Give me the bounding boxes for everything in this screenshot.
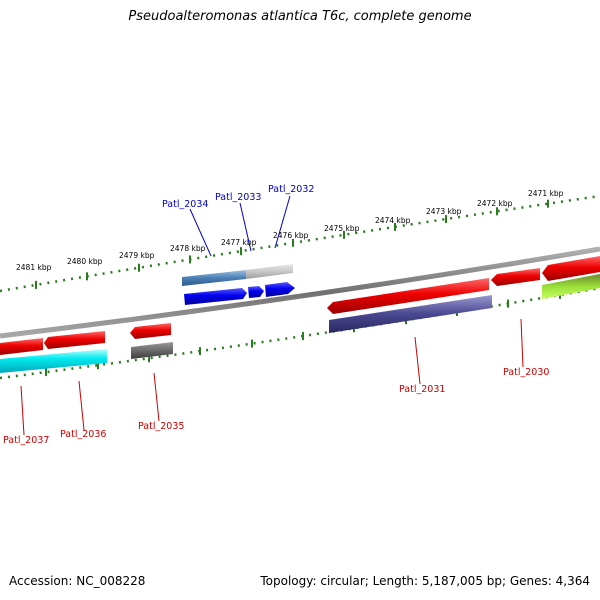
kbp-label: 2473 kbp [426,207,462,216]
kbp-label: 2478 kbp [170,244,206,253]
gene-label-patl-2033[interactable]: Patl_2033 [215,192,261,203]
gene-patl-2030-feature[interactable] [491,268,540,286]
gene-label-patl-2037[interactable]: Patl_2037 [3,435,49,446]
kbp-label: 2479 kbp [119,251,155,260]
kbp-label: 2481 kbp [16,263,52,272]
gene-patl-2032-cds[interactable] [265,282,295,297]
lower-tick-ruler [0,286,600,380]
genome-backbone [0,246,600,339]
reverse-strand-genes [0,256,600,373]
kbp-label: 2471 kbp [528,189,564,198]
gene-patl-2036-cds[interactable] [0,349,107,373]
gene-label-patl-2030[interactable]: Patl_2030 [503,367,549,378]
accession-text: Accession: NC_008228 [9,574,146,588]
gene-label-leaders [20,195,524,436]
gene-label-patl-2032[interactable]: Patl_2032 [268,184,314,195]
gene-labels: Patl_2034 Patl_2033 Patl_2032 Patl_2037 … [3,184,549,446]
gene-patl-2034-feature[interactable] [182,270,246,286]
genome-summary-text: Topology: circular; Length: 5,187,005 bp… [260,574,590,588]
forward-strand-genes [182,264,295,305]
gene-patl-2034-cds[interactable] [184,288,247,305]
kbp-labels: 2481 kbp 2480 kbp 2479 kbp 2478 kbp 2477… [16,189,564,272]
gene-patl-2031-feature[interactable] [327,278,489,314]
gene-partial-right-cds[interactable] [542,274,600,299]
kbp-label: 2472 kbp [477,199,513,208]
gene-patl-2035-feature[interactable] [130,323,171,339]
gene-label-patl-2034[interactable]: Patl_2034 [162,199,208,210]
gene-label-patl-2031[interactable]: Patl_2031 [399,384,445,395]
kbp-label: 2476 kbp [273,231,309,240]
map-title: Pseudoalteromonas atlantica T6c, complet… [128,9,472,24]
gene-patl-2036-feature[interactable] [44,331,105,349]
kbp-label: 2477 kbp [221,238,257,247]
gene-patl-2037-feature[interactable] [0,338,43,355]
kbp-label: 2474 kbp [375,216,411,225]
gene-label-patl-2035[interactable]: Patl_2035 [138,421,184,432]
gene-patl-2033-feature[interactable] [246,264,293,279]
kbp-label: 2475 kbp [324,224,360,233]
gene-partial-right-feature[interactable] [542,256,600,281]
kbp-label: 2480 kbp [67,257,103,266]
gene-patl-2033-cds[interactable] [248,286,264,298]
gene-patl-2035-cds[interactable] [131,342,173,359]
gene-label-patl-2036[interactable]: Patl_2036 [60,429,106,440]
upper-tick-ruler [0,194,600,293]
gene-patl-2031-cds[interactable] [329,295,492,333]
